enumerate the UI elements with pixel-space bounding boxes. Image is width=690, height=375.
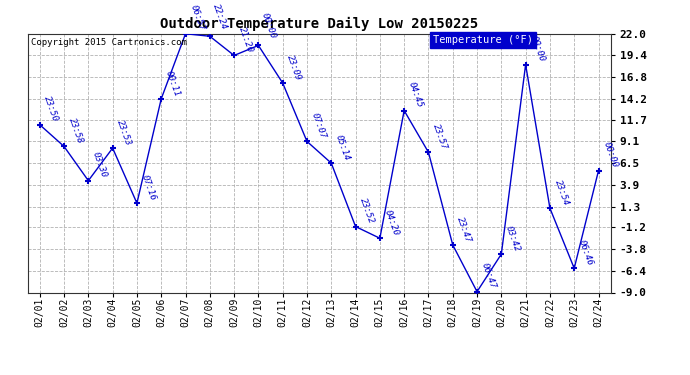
Text: 07:07: 07:07 (310, 112, 327, 140)
Text: Temperature (°F): Temperature (°F) (433, 35, 533, 45)
Text: 06:46: 06:46 (577, 238, 595, 267)
Text: 23:54: 23:54 (553, 178, 571, 207)
Text: 23:52: 23:52 (358, 197, 376, 225)
Text: Copyright 2015 Cartronics.com: Copyright 2015 Cartronics.com (30, 38, 186, 46)
Text: 22:24: 22:24 (211, 2, 229, 31)
Text: 23:50: 23:50 (43, 95, 60, 123)
Text: 21:20: 21:20 (237, 26, 255, 54)
Text: 03:30: 03:30 (91, 151, 109, 179)
Text: 00:00: 00:00 (601, 141, 619, 169)
Text: 00:00: 00:00 (529, 35, 546, 63)
Title: Outdoor Temperature Daily Low 20150225: Outdoor Temperature Daily Low 20150225 (160, 17, 478, 31)
Text: 04:20: 04:20 (383, 209, 400, 237)
Text: 00:11: 00:11 (164, 69, 181, 98)
Text: 23:58: 23:58 (67, 117, 84, 145)
Text: 03:42: 03:42 (504, 224, 522, 253)
Text: 05:14: 05:14 (334, 134, 352, 162)
Text: 23:57: 23:57 (431, 123, 449, 151)
Text: 06:57: 06:57 (188, 4, 206, 32)
Text: 23:53: 23:53 (115, 118, 133, 147)
Text: 04:45: 04:45 (407, 81, 424, 109)
Text: 06:47: 06:47 (480, 262, 497, 290)
Text: 23:47: 23:47 (455, 215, 473, 243)
Text: 23:09: 23:09 (286, 53, 303, 82)
Text: 07:16: 07:16 (139, 174, 157, 202)
Text: 00:00: 00:00 (259, 12, 277, 40)
